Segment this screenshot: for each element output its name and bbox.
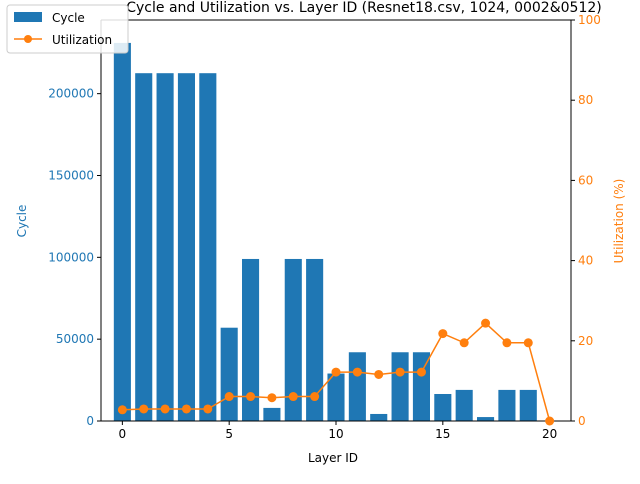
- right-y-tick-label: 0: [578, 414, 586, 428]
- legend-label-utilization: Utilization: [52, 33, 112, 47]
- utilization-point-0: [117, 405, 127, 415]
- bar-cycle-8: [284, 258, 302, 421]
- legend: Cycle Utilization: [6, 4, 129, 54]
- right-y-tick-label: 80: [578, 93, 593, 107]
- bar-cycle-14: [412, 352, 430, 421]
- utilization-point-13: [395, 367, 405, 377]
- bar-cycle-4: [199, 73, 217, 421]
- legend-label-cycle: Cycle: [52, 11, 85, 25]
- x-tick-label: 15: [435, 427, 450, 441]
- x-tick-label: 20: [542, 427, 557, 441]
- bar-series-group: [113, 42, 537, 422]
- utilization-point-3: [181, 404, 191, 414]
- utilization-point-17: [481, 318, 491, 328]
- x-axis-label: Layer ID: [308, 451, 358, 465]
- utilization-point-8: [288, 392, 298, 402]
- utilization-point-12: [374, 369, 384, 379]
- left-y-axis-label: Cycle: [15, 205, 29, 238]
- bar-cycle-2: [156, 73, 174, 421]
- bar-cycle-11: [348, 352, 366, 421]
- right-y-tick-label: 40: [578, 254, 593, 268]
- bar-cycle-19: [519, 389, 537, 421]
- legend-swatch-cycle: [14, 12, 42, 22]
- x-tick-label: 0: [119, 427, 127, 441]
- utilization-point-15: [438, 329, 448, 339]
- chart-title: Cycle and Utilization vs. Layer ID (Resn…: [126, 0, 601, 16]
- utilization-point-1: [139, 404, 149, 414]
- right-y-tick-label: 60: [578, 173, 593, 187]
- utilization-point-14: [416, 367, 426, 377]
- bar-cycle-13: [391, 352, 409, 421]
- x-tick-label: 10: [328, 427, 343, 441]
- bar-cycle-0: [113, 42, 131, 422]
- left-y-tick-label: 100000: [48, 250, 94, 264]
- utilization-point-7: [267, 393, 277, 403]
- bar-cycle-3: [177, 73, 195, 421]
- utilization-point-10: [331, 367, 341, 377]
- right-y-tick-label: 100: [578, 13, 601, 27]
- bar-cycle-12: [370, 413, 388, 421]
- bar-cycle-15: [434, 393, 452, 421]
- utilization-point-4: [203, 404, 213, 414]
- left-y-tick-label: 200000: [48, 87, 94, 101]
- bar-cycle-16: [455, 389, 473, 421]
- axes-group: 0 5 10 15 20 0 50000 100000 150000 200000 0 20 40 60 8…: [48, 13, 601, 441]
- bar-cycle-9: [306, 258, 324, 421]
- x-tick-label: 5: [225, 427, 233, 441]
- bar-cycle-6: [242, 258, 260, 421]
- bar-cycle-1: [135, 73, 153, 421]
- left-y-tick-label: 0: [86, 414, 94, 428]
- legend-marker-utilization: [24, 35, 32, 43]
- left-y-tick-label: 150000: [48, 168, 94, 182]
- bar-cycle-7: [263, 407, 281, 421]
- right-y-tick-label: 20: [578, 334, 593, 348]
- bar-cycle-18: [498, 389, 516, 421]
- utilization-point-2: [160, 404, 170, 414]
- utilization-point-19: [523, 338, 533, 348]
- right-y-axis-label: Utilization (%): [612, 179, 626, 264]
- utilization-point-5: [224, 392, 234, 402]
- line-series-group: [117, 318, 555, 426]
- utilization-point-20: [545, 416, 555, 426]
- utilization-point-18: [502, 338, 512, 348]
- utilization-point-16: [459, 338, 469, 348]
- utilization-point-11: [352, 367, 362, 377]
- bar-cycle-5: [220, 327, 238, 421]
- utilization-point-9: [310, 392, 320, 402]
- left-y-tick-label: 50000: [56, 332, 94, 346]
- bar-cycle-17: [477, 417, 495, 421]
- bar-cycle-10: [327, 373, 345, 421]
- utilization-point-6: [246, 392, 256, 402]
